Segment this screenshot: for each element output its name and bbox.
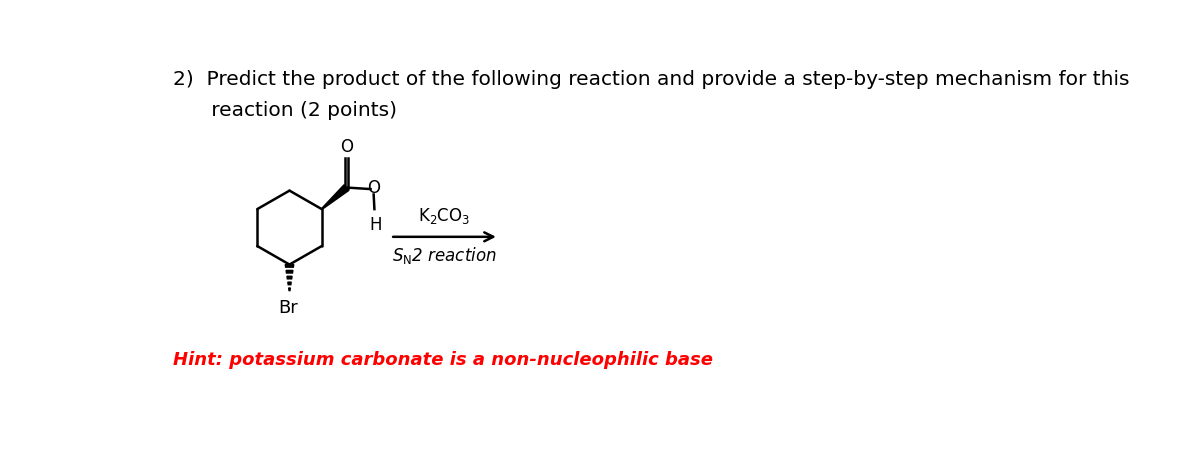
Polygon shape (287, 276, 292, 279)
Text: O: O (367, 179, 380, 197)
Text: reaction (2 points): reaction (2 points) (173, 101, 397, 119)
Polygon shape (322, 185, 349, 210)
Text: K$_2$CO$_3$: K$_2$CO$_3$ (419, 206, 470, 226)
Text: H: H (368, 216, 382, 234)
Text: $S_{\mathrm{N}}$2 reaction: $S_{\mathrm{N}}$2 reaction (392, 244, 497, 266)
Polygon shape (288, 282, 292, 285)
Text: 2)  Predict the product of the following reaction and provide a step-by-step mec: 2) Predict the product of the following … (173, 70, 1129, 89)
Polygon shape (286, 264, 294, 267)
Polygon shape (289, 288, 290, 291)
Text: O: O (340, 138, 353, 156)
Polygon shape (286, 270, 293, 273)
Text: Hint: potassium carbonate is a non-nucleophilic base: Hint: potassium carbonate is a non-nucle… (173, 351, 713, 369)
Text: Br: Br (278, 299, 298, 317)
